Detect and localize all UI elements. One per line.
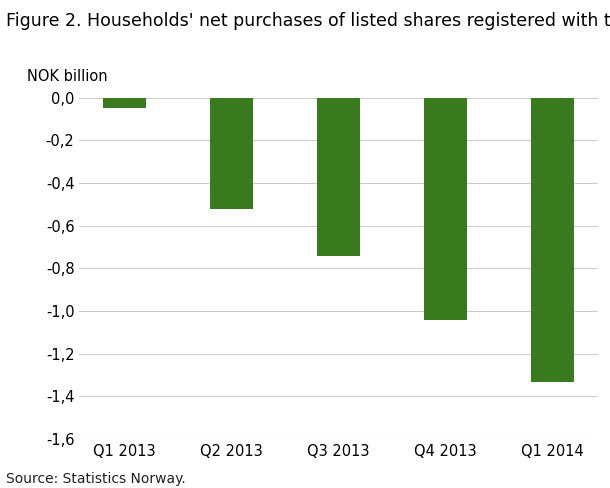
- Text: Figure 2. Households' net purchases of listed shares registered with the VPS: Figure 2. Households' net purchases of l…: [6, 12, 610, 30]
- Text: Source: Statistics Norway.: Source: Statistics Norway.: [6, 471, 186, 486]
- Bar: [317, 98, 360, 256]
- Bar: [103, 98, 146, 108]
- Text: NOK billion: NOK billion: [27, 69, 108, 84]
- Bar: [424, 98, 467, 320]
- Bar: [210, 98, 253, 209]
- Bar: [531, 98, 574, 382]
